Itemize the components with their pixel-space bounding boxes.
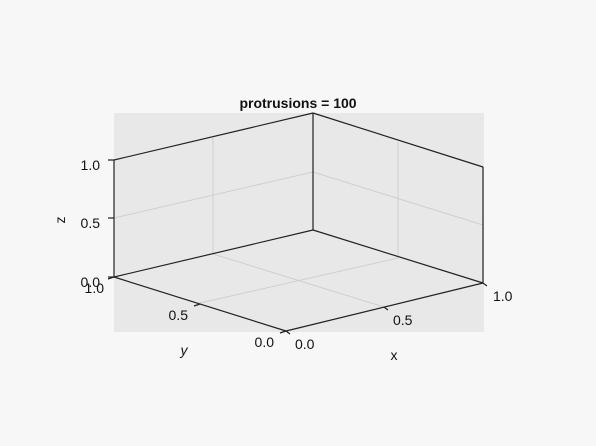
x-tick-mark-2 (482, 282, 488, 287)
y-axis-label: y (180, 342, 189, 358)
z-axis-label: z (52, 217, 68, 224)
x-tick-mark-1 (383, 306, 389, 311)
gridline-floor-y (212, 253, 385, 308)
x-tick-label-0: 0.0 (295, 336, 315, 352)
grid-lines (113, 138, 484, 308)
z-tick-label-1: 0.5 (81, 215, 101, 231)
y-tick-mark-1 (193, 303, 201, 307)
gridline-left-wall-horizontal (113, 171, 314, 219)
plot-panel (114, 113, 484, 332)
x-tick-label-2: 1.0 (493, 288, 513, 304)
tick-marks (107, 159, 488, 335)
x-tick-label-1: 0.5 (393, 312, 413, 328)
y-tick-mark-0 (279, 330, 287, 334)
x-axis-label: x (391, 347, 398, 363)
frame-floor-back-right (312, 229, 484, 284)
frame-top-left (113, 112, 314, 161)
x-tick-mark-0 (285, 330, 291, 335)
z-tick-label-2: 1.0 (81, 157, 101, 173)
tick-labels: 0.0 0.5 1.0 0.0 0.5 1.0 0.0 0.5 1.0 (81, 157, 513, 352)
chart-title: protrusions = 100 (239, 95, 356, 111)
y-tick-label-2: 1.0 (85, 280, 105, 296)
gridline-right-wall-horizontal (312, 171, 484, 226)
y-tick-mark-2 (107, 276, 115, 280)
z-tick-label-0: 0.0 (81, 274, 101, 290)
y-tick-label-0: 0.0 (255, 334, 275, 350)
frame-floor-back-left (113, 229, 314, 278)
y-tick-label-1: 0.5 (169, 307, 189, 323)
frame-top-right (312, 112, 484, 168)
